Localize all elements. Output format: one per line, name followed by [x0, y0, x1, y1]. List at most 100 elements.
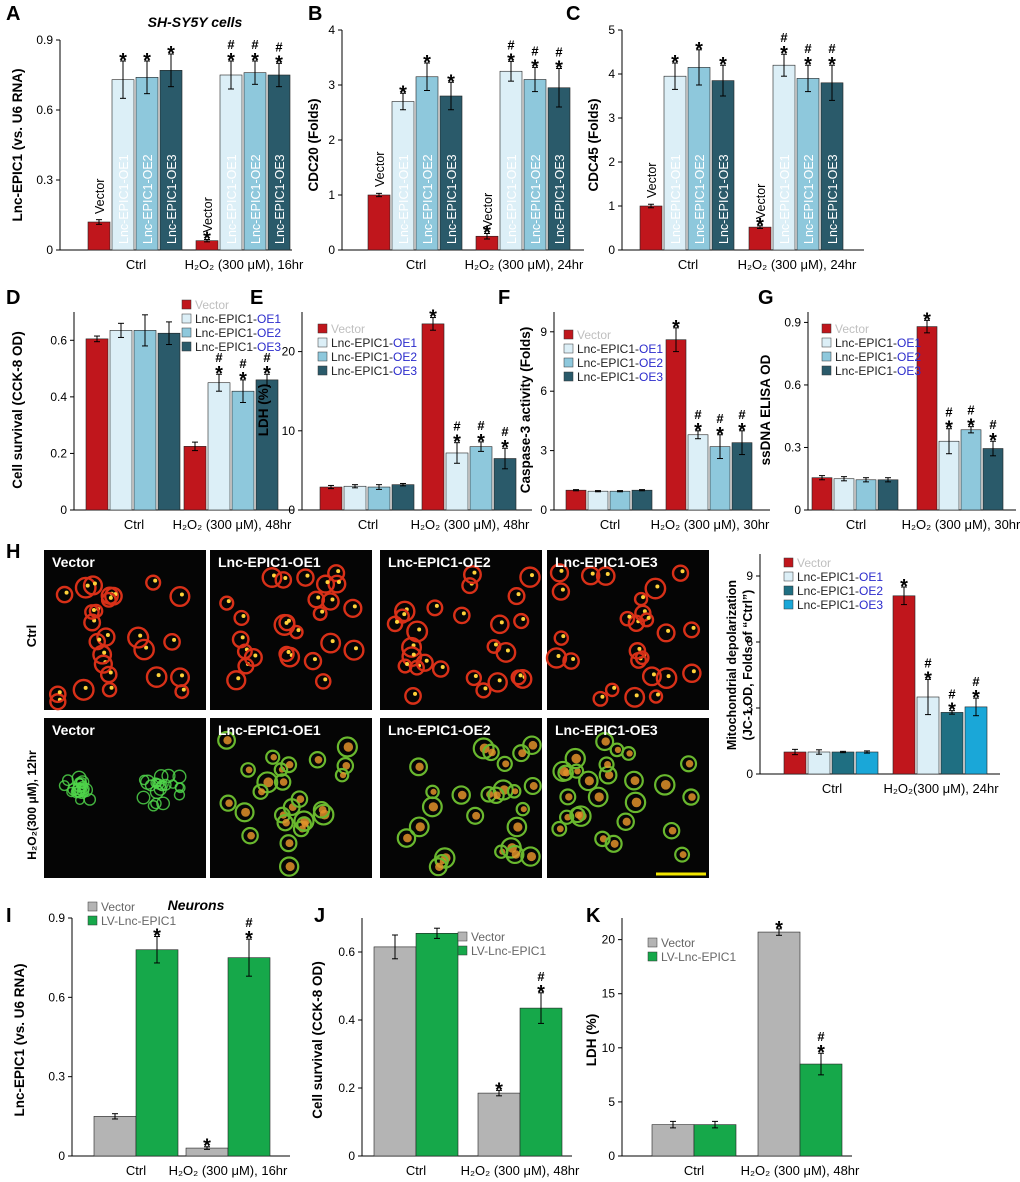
significance-star: * — [447, 71, 455, 93]
chart-panel-j: 0 0.2 0.4 0.6 Cell survival (CCK-8 OD) Ctrl * *… — [310, 918, 580, 1178]
significance-hash: # — [967, 403, 975, 418]
bar-label: Lnc-EPIC1-OE1 — [778, 154, 792, 244]
significance-star: * — [694, 420, 702, 442]
legend-label: Lnc-EPIC1-OE2 — [835, 350, 921, 364]
cell-mark — [549, 563, 570, 583]
significance-star: * — [453, 432, 461, 454]
y-axis-label: LDH (%) — [256, 384, 271, 437]
cell-highlight — [521, 617, 526, 622]
cell-mark — [396, 828, 417, 848]
cell-mark — [314, 673, 332, 690]
y-tick-label: 20 — [602, 933, 616, 947]
significance-hash: # — [537, 969, 545, 984]
cell-mark — [559, 809, 575, 825]
cell-mark — [633, 591, 649, 607]
cell-highlight — [513, 822, 523, 832]
y-tick-label: 0 — [288, 503, 295, 517]
bar-lnc-epic1-oe2 — [609, 490, 631, 511]
y-axis-label: Lnc-EPIC1 (vs. U6 RNA) — [12, 963, 27, 1116]
cell-highlight — [286, 618, 291, 623]
y-tick-label: 3 — [746, 701, 753, 715]
cell-highlight — [529, 782, 538, 790]
cell-mark — [296, 568, 315, 587]
cell-highlight — [283, 575, 288, 580]
cell-highlight — [685, 760, 694, 768]
y-tick-label: 1 — [328, 188, 335, 202]
legend-swatch — [647, 937, 658, 948]
cell-highlight — [339, 772, 347, 779]
legend-label: Lnc-EPIC1-OE1 — [331, 336, 417, 350]
panel-letter-j: J — [314, 905, 325, 927]
bar-label: Lnc-EPIC1-OE1 — [225, 154, 239, 244]
bar-vector — [565, 489, 587, 511]
cell-mark — [683, 621, 701, 639]
bar-lnc-epic1-oe1 — [587, 490, 609, 511]
significance-hash: # — [555, 45, 563, 60]
cell-highlight — [402, 612, 407, 617]
y-tick-label: 0.9 — [784, 315, 801, 329]
cell-highlight — [630, 776, 640, 785]
y-tick-label: 0 — [608, 243, 615, 257]
cell-highlight — [610, 839, 619, 848]
cell-highlight — [559, 568, 564, 573]
y-tick-label: 2 — [328, 133, 335, 147]
bar-label: Vector — [481, 193, 495, 228]
significance-star: * — [695, 39, 703, 61]
tile-background — [44, 550, 206, 710]
bar-lv-lnc-epic1 — [519, 1007, 563, 1157]
cell-mark — [83, 613, 102, 632]
significance-hash: # — [531, 43, 539, 58]
y-tick-label: 0.4 — [338, 1013, 355, 1027]
cell-mark — [240, 762, 256, 778]
cell-mark — [680, 755, 698, 773]
legend-label: Vector — [835, 322, 869, 336]
legend: VectorLnc-EPIC1-OE1Lnc-EPIC1-OE2Lnc-EPIC… — [821, 322, 921, 378]
cell-mark — [431, 660, 450, 678]
cell-highlight — [472, 811, 481, 820]
group-label: H₂O₂ (300 μM), 48hr — [411, 517, 530, 532]
legend-swatch — [317, 351, 328, 362]
cell-mark — [674, 846, 691, 863]
row-label-ctrl: Ctrl — [24, 625, 39, 647]
y-axis-label: Cell survival (CCK-8 OD) — [310, 961, 325, 1119]
cell-highlight — [528, 740, 538, 750]
legend-swatch — [783, 557, 794, 568]
cell-highlight — [526, 851, 537, 862]
cell-highlight — [316, 595, 321, 600]
legend-swatch — [87, 915, 98, 926]
bar-lnc-epic1-oe2 — [133, 330, 157, 511]
cell-mark — [519, 566, 541, 588]
y-axis-label: Cell survival (CCK-8 OD) — [10, 331, 25, 489]
cell-highlight — [483, 686, 488, 691]
cell-mark — [580, 565, 601, 586]
cell-mark — [619, 610, 636, 627]
bar-label: Lnc-EPIC1-OE3 — [553, 154, 567, 244]
cell-highlight — [285, 862, 295, 872]
y-tick-label: 0.9 — [48, 911, 65, 925]
cell-mark — [147, 800, 160, 812]
cell-mark — [48, 685, 67, 704]
group-label: Ctrl — [358, 517, 378, 532]
cell-mark — [421, 796, 443, 818]
cell-mark — [506, 784, 522, 799]
significance-hash: # — [924, 655, 932, 670]
bar-vector — [319, 486, 343, 511]
significance-star: * — [501, 437, 509, 459]
cell-mark — [82, 575, 104, 596]
cell-mark — [628, 642, 647, 660]
cell-mark — [406, 620, 429, 643]
y-tick-label: 3 — [328, 78, 335, 92]
group-label: Ctrl — [126, 257, 146, 272]
bar-lnc-epic1-oe3 — [855, 751, 879, 775]
y-tick-label: 0.6 — [50, 333, 67, 347]
micrograph-tile: Lnc-EPIC1-OE3 — [545, 550, 709, 710]
cell-mark — [654, 774, 676, 796]
y-tick-label: 0 — [60, 503, 67, 517]
bar-label: Lnc-EPIC1-OE1 — [117, 154, 131, 244]
group-label: H₂O₂ (300 μM), 16hr — [169, 1163, 288, 1178]
cell-mark — [564, 747, 586, 770]
cell-mark — [428, 857, 448, 877]
